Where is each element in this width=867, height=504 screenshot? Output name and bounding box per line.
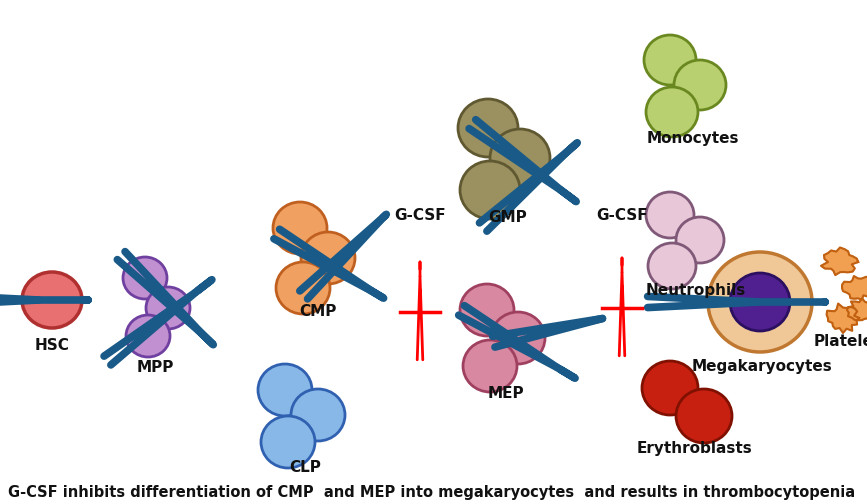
Ellipse shape — [490, 129, 550, 187]
Ellipse shape — [708, 252, 812, 352]
Ellipse shape — [291, 389, 345, 441]
Polygon shape — [842, 276, 867, 300]
Text: G-CSF inhibits differentiation of CMP  and MEP into megakaryocytes  and results : G-CSF inhibits differentiation of CMP an… — [8, 484, 855, 499]
Ellipse shape — [730, 273, 790, 331]
Text: MEP: MEP — [487, 387, 525, 402]
Ellipse shape — [258, 364, 312, 416]
Text: G-CSF: G-CSF — [394, 208, 446, 222]
Ellipse shape — [301, 232, 355, 284]
Ellipse shape — [674, 60, 726, 110]
Text: Erythroblasts: Erythroblasts — [637, 440, 753, 456]
Ellipse shape — [646, 192, 694, 238]
Text: Monocytes: Monocytes — [647, 131, 740, 146]
Text: Megakaryocytes: Megakaryocytes — [692, 358, 832, 373]
Ellipse shape — [276, 262, 330, 314]
Text: CLP: CLP — [289, 461, 321, 475]
Ellipse shape — [676, 217, 724, 263]
Text: MPP: MPP — [136, 360, 173, 375]
Ellipse shape — [491, 312, 545, 364]
Polygon shape — [826, 303, 859, 333]
Text: CMP: CMP — [299, 304, 336, 320]
Ellipse shape — [463, 340, 517, 392]
Text: HSC: HSC — [35, 338, 69, 352]
Ellipse shape — [648, 243, 696, 289]
Ellipse shape — [22, 272, 82, 328]
Ellipse shape — [146, 287, 190, 329]
Ellipse shape — [644, 35, 696, 85]
Ellipse shape — [646, 87, 698, 137]
Ellipse shape — [273, 202, 327, 254]
Ellipse shape — [126, 315, 170, 357]
Ellipse shape — [676, 389, 732, 443]
Polygon shape — [821, 247, 858, 275]
Ellipse shape — [460, 161, 520, 219]
Polygon shape — [847, 298, 867, 320]
Ellipse shape — [123, 257, 167, 299]
Ellipse shape — [458, 99, 518, 157]
Text: Neutrophils: Neutrophils — [646, 283, 746, 297]
Text: G-CSF: G-CSF — [596, 208, 648, 222]
Ellipse shape — [460, 284, 514, 336]
Ellipse shape — [261, 416, 315, 468]
Ellipse shape — [642, 361, 698, 415]
Text: Platelets: Platelets — [814, 335, 867, 349]
Text: GMP: GMP — [489, 211, 527, 225]
